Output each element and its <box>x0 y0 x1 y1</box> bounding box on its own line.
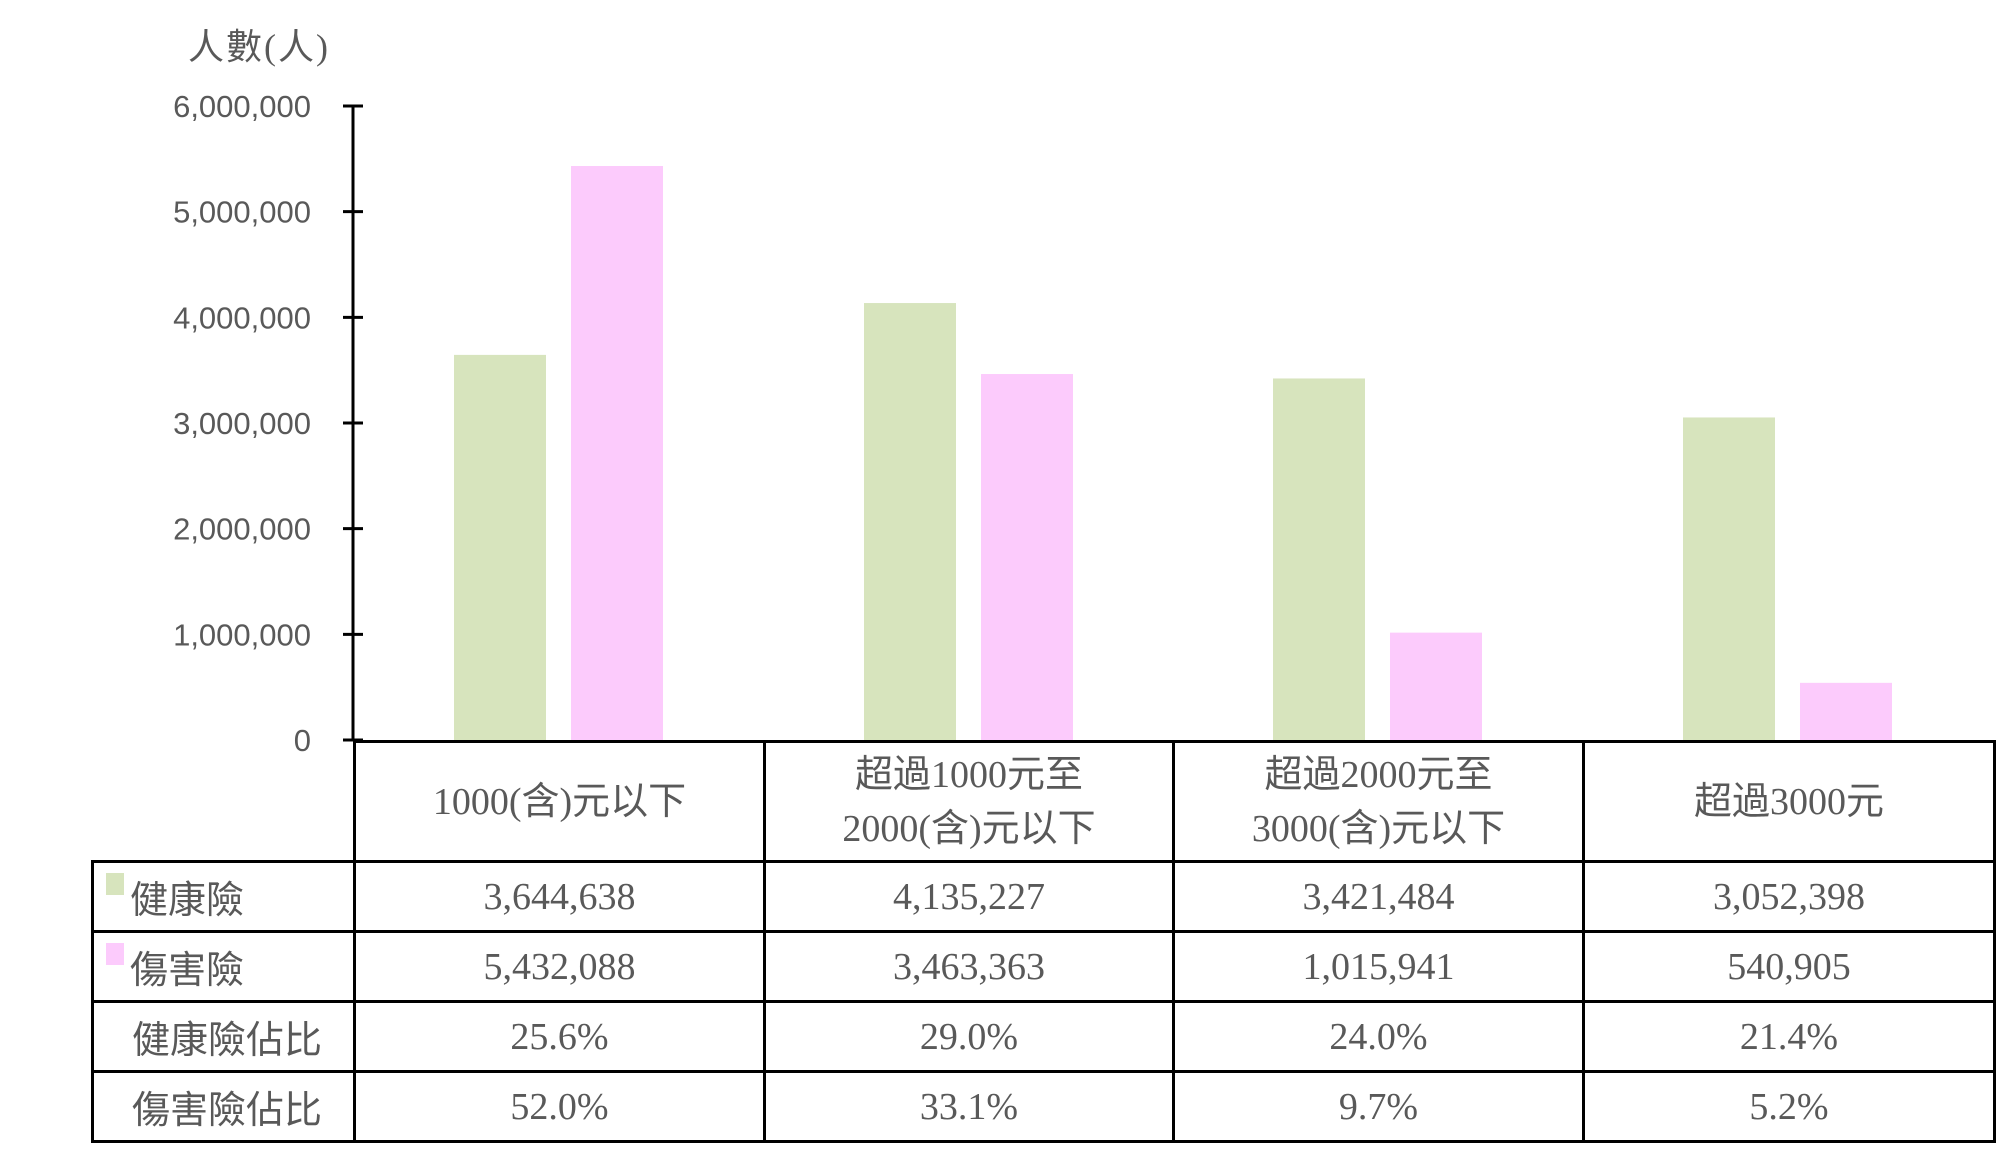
cell-text: 3000(含)元以下 <box>1251 807 1506 850</box>
bar-accident-3 <box>1800 682 1892 740</box>
category-header-row: 1000(含)元以下 超過1000元至 2000(含)元以下 超過2000元至 3000… <box>92 740 1996 863</box>
ratio-cell: 24.0% <box>1172 1000 1585 1073</box>
series-row: 健康險 3,644,638 4,135,227 3,421,484 3,052,398 <box>91 860 1996 933</box>
blank-corner <box>92 741 356 863</box>
value-cell: 3,052,398 <box>1582 860 1996 933</box>
cell-text: 傷害險佔比 <box>132 1090 323 1132</box>
cell-text: 5,432,088 <box>483 945 636 988</box>
cell-text: 超過2000元至 <box>1264 753 1493 796</box>
legend-cell: 健康險 <box>91 860 356 933</box>
ratio-label: 傷害險佔比 <box>91 1070 356 1143</box>
ratio-cell: 5.2% <box>1582 1070 1996 1143</box>
legend-swatch <box>106 873 124 895</box>
ratio-cell: 9.7% <box>1172 1070 1585 1143</box>
y-tick-label: 5,000,000 <box>173 195 311 230</box>
cell-text: 2000(含)元以下 <box>842 807 1096 850</box>
bar-health-3 <box>1683 417 1775 740</box>
category-label: 1000(含)元以下 <box>353 740 766 863</box>
bar-accident-1 <box>981 374 1073 740</box>
legend-swatch <box>106 943 124 965</box>
ratio-row: 傷害險佔比 52.0% 33.1% 9.7% 5.2% <box>91 1070 1996 1143</box>
cell-text: 3,421,484 <box>1302 875 1455 918</box>
cell-text: 25.6% <box>510 1015 609 1058</box>
ratio-cell: 33.1% <box>763 1070 1175 1143</box>
bar-health-0 <box>454 354 546 740</box>
cell-text: 3,463,363 <box>893 945 1045 988</box>
ratio-cell: 21.4% <box>1582 1000 1996 1073</box>
bar-accident-2 <box>1390 632 1482 740</box>
cell-text: 9.7% <box>1338 1085 1419 1128</box>
y-tick-label: 1,000,000 <box>173 617 311 652</box>
cell-text: 健康險佔比 <box>132 1020 323 1062</box>
cell-text: 24.0% <box>1329 1015 1428 1058</box>
value-cell: 5,432,088 <box>353 930 766 1003</box>
value-cell: 1,015,941 <box>1172 930 1585 1003</box>
bar-health-2 <box>1273 378 1365 740</box>
cell-text: 1,015,941 <box>1302 945 1455 988</box>
ratio-cell: 25.6% <box>353 1000 766 1073</box>
y-axis-title: 人數(人) <box>188 27 330 67</box>
y-tick-label: 6,000,000 <box>173 89 311 124</box>
value-cell: 3,463,363 <box>763 930 1175 1003</box>
cell-text: 29.0% <box>919 1015 1019 1058</box>
legend-label: 傷害險 <box>130 950 245 992</box>
value-cell: 4,135,227 <box>763 860 1175 933</box>
cell-text: 超過1000元至 <box>854 753 1083 796</box>
y-tick-label: 3,000,000 <box>173 406 311 441</box>
y-tick-label: 4,000,000 <box>173 300 311 335</box>
series-row: 傷害險 5,432,088 3,463,363 1,015,941 540,905 <box>91 930 1996 1003</box>
cell-text: 1000(含)元以下 <box>432 780 687 823</box>
cell-text: 超過3000元 <box>1693 780 1884 823</box>
value-cell: 540,905 <box>1582 930 1996 1003</box>
data-table: 1000(含)元以下 超過1000元至 2000(含)元以下 超過2000元至 3000… <box>91 740 1996 1143</box>
cell-text: 3,052,398 <box>1713 875 1865 918</box>
cell-text: 21.4% <box>1739 1015 1839 1058</box>
ratio-label: 健康險佔比 <box>91 1000 356 1073</box>
category-label: 超過2000元至 3000(含)元以下 <box>1172 740 1585 863</box>
cell-text: 4,135,227 <box>893 875 1045 918</box>
ratio-cell: 29.0% <box>763 1000 1175 1073</box>
value-cell: 3,644,638 <box>353 860 766 933</box>
category-label: 超過1000元至 2000(含)元以下 <box>763 740 1175 863</box>
ratio-cell: 52.0% <box>353 1070 766 1143</box>
value-cell: 3,421,484 <box>1172 860 1585 933</box>
bar-accident-0 <box>571 166 663 740</box>
ratio-row: 健康險佔比 25.6% 29.0% 24.0% 21.4% <box>91 1000 1996 1073</box>
category-label: 超過3000元 <box>1582 740 1996 863</box>
cell-text: 33.1% <box>919 1085 1019 1128</box>
cell-text: 5.2% <box>1749 1085 1829 1128</box>
cell-text: 52.0% <box>510 1085 609 1128</box>
bar-health-1 <box>864 303 956 740</box>
legend-label: 健康險 <box>130 880 245 922</box>
legend-cell: 傷害險 <box>91 930 356 1003</box>
y-tick-label: 2,000,000 <box>173 512 311 547</box>
cell-text: 3,644,638 <box>483 875 636 918</box>
cell-text: 540,905 <box>1727 945 1851 988</box>
